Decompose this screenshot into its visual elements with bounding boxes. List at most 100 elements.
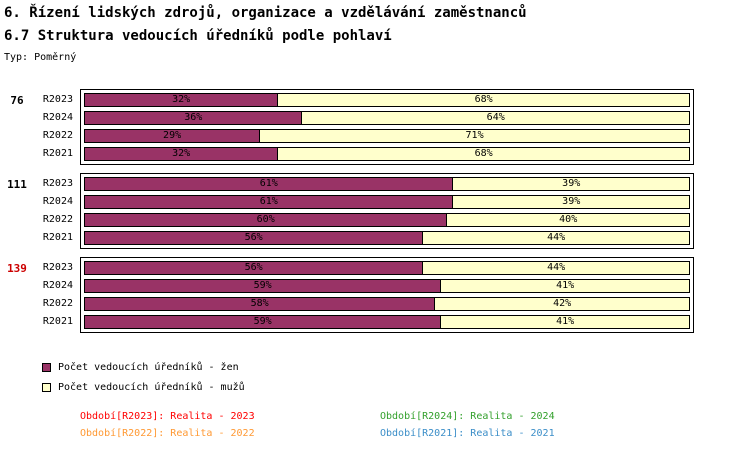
bar-value-label: 56% xyxy=(244,262,263,273)
bar-row: 61% 39% xyxy=(84,177,690,191)
bar-value-label: 44% xyxy=(547,232,566,243)
legend: Počet vedoucích úředníků - žen Počet vedo… xyxy=(42,357,750,397)
bar-row: 56% 44% xyxy=(84,261,690,275)
period-label: R2022 xyxy=(42,214,73,225)
bar-segment: 36% xyxy=(85,112,303,124)
footnote-period: Období[R2023]: Realita - 2023 xyxy=(80,411,255,422)
period-labels-column: R2023 R2024 R2022 R2021 xyxy=(30,173,80,248)
bar-segment: 56% xyxy=(85,232,424,244)
bar-segment: 60% xyxy=(85,214,448,226)
bar-value-label: 41% xyxy=(556,280,575,291)
legend-item: Počet vedoucích úředníků - žen xyxy=(42,357,750,377)
bar-segment: 41% xyxy=(441,280,689,292)
bar-value-label: 41% xyxy=(556,316,575,327)
footnote-period: Období[R2024]: Realita - 2024 xyxy=(380,411,555,422)
bar-segment: 61% xyxy=(85,196,454,208)
bar-row: 61% 39% xyxy=(84,195,690,209)
legend-swatch xyxy=(42,362,51,372)
bar-value-label: 32% xyxy=(172,94,191,105)
period-label: R2021 xyxy=(42,316,73,327)
group-total-label: 76 xyxy=(10,94,24,107)
chart-group: 139 R2023 R2024 R2022 R2021 56% 44% 59% 41% 58% 42… xyxy=(4,257,694,333)
bar-value-label: 36% xyxy=(184,112,203,123)
bar-value-label: 59% xyxy=(253,316,272,327)
legend-item: Počet vedoucích úředníků - mužů xyxy=(42,377,750,397)
bar-segment: 61% xyxy=(85,178,454,190)
bar-segment: 40% xyxy=(447,214,689,226)
bar-value-label: 61% xyxy=(259,178,278,189)
bar-segment: 44% xyxy=(423,262,689,274)
bar-value-label: 59% xyxy=(253,280,272,291)
period-label: R2024 xyxy=(42,112,73,123)
bar-value-label: 39% xyxy=(562,196,581,207)
period-label: R2022 xyxy=(42,130,73,141)
bar-row: 58% 42% xyxy=(84,297,690,311)
bar-value-label: 39% xyxy=(562,178,581,189)
bar-value-label: 61% xyxy=(259,196,278,207)
bar-value-label: 68% xyxy=(474,148,493,159)
report-header: 6. Řízení lidských zdrojů, organizace a … xyxy=(4,5,750,63)
period-labels-column: R2023 R2024 R2022 R2021 xyxy=(30,89,80,164)
report-title: 6. Řízení lidských zdrojů, organizace a … xyxy=(4,5,527,21)
period-label: R2021 xyxy=(42,148,73,159)
chart-group: 111 R2023 R2024 R2022 R2021 61% 39% 61% 39% 60% 40… xyxy=(4,173,694,249)
bar-segment: 39% xyxy=(453,178,689,190)
bar-value-label: 42% xyxy=(553,298,572,309)
bar-value-label: 56% xyxy=(244,232,263,243)
legend-label: Počet vedoucích úředníků - žen xyxy=(58,361,239,373)
bar-value-label: 44% xyxy=(547,262,566,273)
footnote-period: Období[R2022]: Realita - 2022 xyxy=(80,428,255,439)
period-label: R2023 xyxy=(42,262,73,273)
bar-row: 32% 68% xyxy=(84,93,690,107)
footnote-period: Období[R2021]: Realita - 2021 xyxy=(380,428,555,439)
bar-segment: 32% xyxy=(85,148,279,160)
bar-row: 36% 64% xyxy=(84,111,690,125)
period-label: R2024 xyxy=(42,196,73,207)
bar-segment: 71% xyxy=(260,130,689,142)
period-label: R2023 xyxy=(42,94,73,105)
period-label: R2022 xyxy=(42,298,73,309)
period-labels-column: R2023 R2024 R2022 R2021 xyxy=(30,257,80,332)
bar-row: 59% 41% xyxy=(84,279,690,293)
period-label: R2024 xyxy=(42,280,73,291)
bar-segment: 32% xyxy=(85,94,279,106)
group-bars-box: 32% 68% 36% 64% 29% 71% 32% 68% xyxy=(80,89,694,165)
bar-row: 59% 41% xyxy=(84,315,690,329)
legend-swatch xyxy=(42,382,51,392)
bar-value-label: 71% xyxy=(465,130,484,141)
group-total-label: 111 xyxy=(7,178,27,191)
bar-segment: 42% xyxy=(435,298,689,310)
group-bars-box: 61% 39% 61% 39% 60% 40% 56% 44% xyxy=(80,173,694,249)
bar-segment: 56% xyxy=(85,262,424,274)
bar-row: 29% 71% xyxy=(84,129,690,143)
period-label: R2023 xyxy=(42,178,73,189)
chart-title: 6.7 Struktura vedoucích úředníků podle p… xyxy=(4,28,392,44)
bar-segment: 68% xyxy=(278,148,689,160)
bar-segment: 41% xyxy=(441,316,689,328)
bar-row: 60% 40% xyxy=(84,213,690,227)
group-bars-box: 56% 44% 59% 41% 58% 42% 59% 41% xyxy=(80,257,694,333)
bar-value-label: 68% xyxy=(474,94,493,105)
bar-segment: 59% xyxy=(85,316,442,328)
bar-value-label: 29% xyxy=(163,130,182,141)
bar-row: 32% 68% xyxy=(84,147,690,161)
bar-value-label: 40% xyxy=(559,214,578,225)
group-total-label: 139 xyxy=(7,262,27,275)
bar-segment: 39% xyxy=(453,196,689,208)
chart-group: 76 R2023 R2024 R2022 R2021 32% 68% 36% 64% 29% 71%… xyxy=(4,89,694,165)
legend-label: Počet vedoucích úředníků - mužů xyxy=(58,381,245,393)
chart-type-label: Typ: Poměrný xyxy=(4,52,77,63)
bar-segment: 44% xyxy=(423,232,689,244)
chart: 76 R2023 R2024 R2022 R2021 32% 68% 36% 64% 29% 71%… xyxy=(4,89,694,333)
bar-segment: 29% xyxy=(85,130,261,142)
bar-value-label: 64% xyxy=(486,112,505,123)
bar-value-label: 32% xyxy=(172,148,191,159)
bar-segment: 68% xyxy=(278,94,689,106)
footnotes: Období[R2023]: Realita - 2023 Období[R202… xyxy=(80,411,750,439)
period-label: R2021 xyxy=(42,232,73,243)
bar-row: 56% 44% xyxy=(84,231,690,245)
bar-segment: 64% xyxy=(302,112,689,124)
bar-value-label: 60% xyxy=(256,214,275,225)
bar-segment: 59% xyxy=(85,280,442,292)
